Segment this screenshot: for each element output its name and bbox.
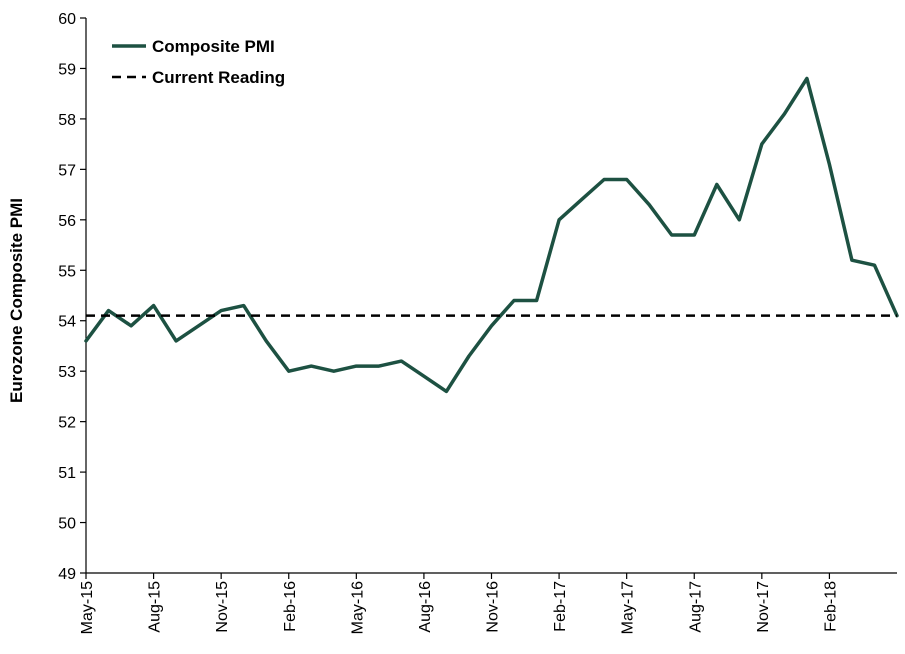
legend: Composite PMI Current Reading xyxy=(112,37,285,87)
x-tick-label: Feb-17 xyxy=(552,581,569,632)
y-tick-label: 50 xyxy=(58,516,76,533)
y-tick-label: 53 xyxy=(58,364,76,381)
x-tick-label: Feb-16 xyxy=(282,581,299,632)
x-tick-label: Aug-15 xyxy=(147,581,164,633)
y-tick-label: 59 xyxy=(58,61,76,78)
y-tick-label: 58 xyxy=(58,112,76,129)
x-tick-label: May-17 xyxy=(620,581,637,634)
x-tick-label: Aug-16 xyxy=(417,581,434,633)
y-tick-label: 57 xyxy=(58,162,76,179)
x-tick-label: Nov-15 xyxy=(214,581,231,633)
y-tick-label: 49 xyxy=(58,566,76,583)
y-axis-title: Eurozone Composite PMI xyxy=(7,198,26,403)
y-axis-ticks: 49 50 51 52 53 54 55 56 57 58 59 60 xyxy=(58,11,86,583)
x-tick-label: Nov-17 xyxy=(755,581,772,633)
y-tick-label: 55 xyxy=(58,263,76,280)
x-tick-label: May-16 xyxy=(349,581,366,634)
y-tick-label: 51 xyxy=(58,465,76,482)
x-axis-ticks: May-15 Aug-15 Nov-15 Feb-16 May-16 Aug-16 Nov-… xyxy=(79,573,839,634)
axes xyxy=(85,18,897,574)
series-layer xyxy=(84,76,899,394)
y-tick-label: 54 xyxy=(58,314,76,331)
x-tick-label: Nov-16 xyxy=(485,581,502,633)
x-tick-label: May-15 xyxy=(79,581,96,634)
x-tick-label: Feb-18 xyxy=(822,581,839,632)
y-tick-label: 56 xyxy=(58,213,76,230)
y-tick-label: 52 xyxy=(58,415,76,432)
y-tick-label: 60 xyxy=(58,11,76,28)
x-tick-label: Aug-17 xyxy=(687,581,704,633)
series-line-composite-pmi xyxy=(84,76,899,394)
legend-label-current-reading: Current Reading xyxy=(152,68,285,87)
legend-label-composite-pmi: Composite PMI xyxy=(152,37,275,56)
